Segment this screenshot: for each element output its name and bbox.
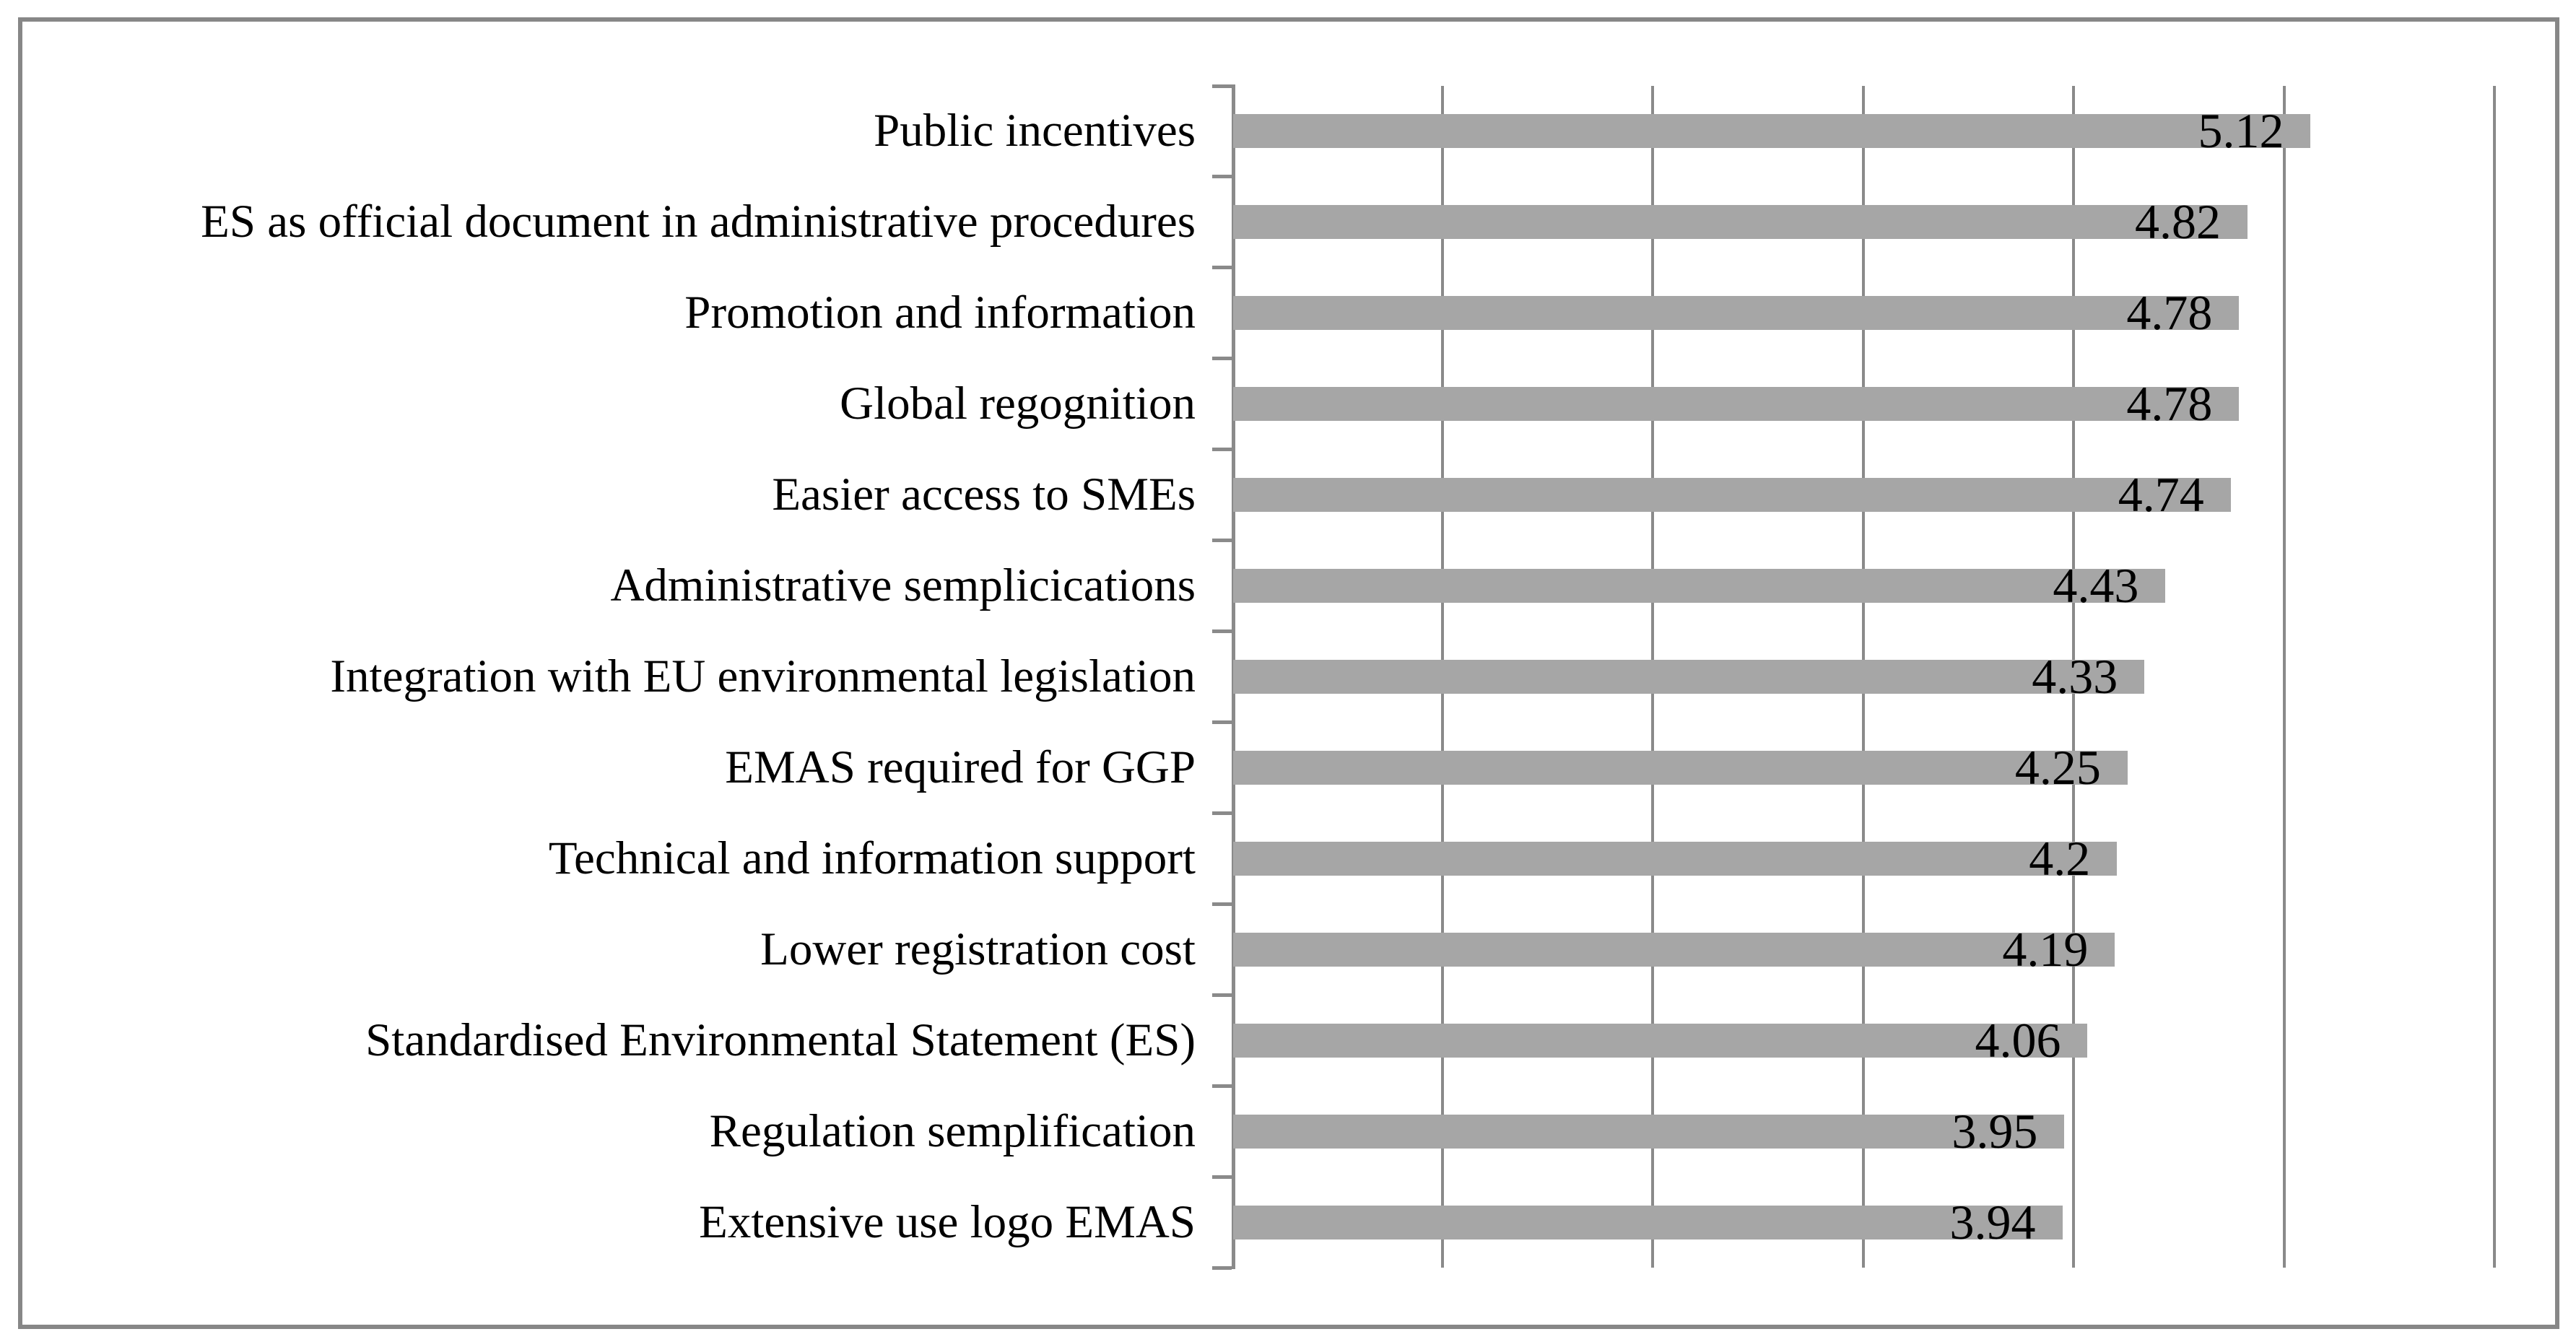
axis-tick: [1212, 539, 1232, 543]
axis-tick: [1212, 1084, 1232, 1088]
axis-tick: [1212, 993, 1232, 997]
category-label: Regulation semplification: [709, 1104, 1196, 1157]
value-label: 4.43: [2053, 558, 2139, 614]
category-label: Global regognition: [840, 378, 1196, 430]
bar: [1233, 205, 2248, 240]
bar: [1233, 296, 2240, 331]
bar: [1233, 660, 2145, 694]
category-label: ES as official document in administrativ…: [201, 196, 1196, 248]
axis-tick: [1212, 902, 1232, 906]
bar: [1233, 569, 2166, 604]
category-label: Promotion and information: [684, 287, 1196, 339]
bar: [1233, 478, 2231, 513]
category-label: Administrative semplicications: [610, 559, 1196, 612]
value-label: 5.12: [2198, 103, 2284, 159]
axis-tick: [1212, 811, 1232, 815]
category-label: Public incentives: [874, 105, 1196, 157]
value-label: 4.78: [2126, 285, 2213, 341]
plot-area: 5.12 4.82 4.78 4.78 4.74 4.43 4.33 4.25 4.2 4.19 4…: [1212, 84, 2496, 1270]
value-label: 3.94: [1949, 1194, 2036, 1250]
category-label: Easier access to SMEs: [772, 469, 1196, 521]
axis-tick: [1212, 266, 1232, 270]
value-label: 4.19: [2002, 921, 2089, 977]
bar: [1233, 750, 2128, 785]
axis-tick: [1212, 357, 1232, 361]
value-label: 3.95: [1951, 1103, 2038, 1159]
axis-tick: [1212, 720, 1232, 724]
value-label: 4.2: [2029, 830, 2091, 886]
bar: [1233, 841, 2118, 876]
bar: [1233, 1023, 2088, 1058]
category-label: Extensive use logo EMAS: [699, 1195, 1196, 1248]
category-label: Lower registration cost: [760, 923, 1196, 975]
figure-border: [18, 17, 2559, 1329]
value-label: 4.82: [2135, 194, 2222, 250]
category-label: Standardised Environmental Statement (ES…: [365, 1014, 1196, 1066]
gridline: [2493, 86, 2496, 1268]
category-label: Integration with EU environmental legisl…: [330, 650, 1196, 702]
value-label: 4.74: [2118, 467, 2204, 523]
axis-tick: [1212, 175, 1232, 179]
axis-tick: [1212, 84, 1232, 88]
axis-tick: [1212, 1265, 1232, 1270]
gridline: [2282, 86, 2286, 1268]
value-label: 4.06: [1975, 1012, 2061, 1068]
category-label: EMAS required for GGP: [725, 741, 1196, 793]
category-axis-labels: Public incentives ES as official document…: [22, 86, 1196, 1268]
value-label: 4.78: [2126, 376, 2213, 432]
bar: [1233, 1205, 2063, 1239]
bar: [1233, 114, 2311, 149]
value-label: 4.33: [2032, 648, 2118, 704]
axis-tick: [1212, 1175, 1232, 1179]
bar: [1233, 387, 2240, 422]
axis-tick: [1212, 629, 1232, 634]
category-label: Technical and information support: [548, 832, 1196, 884]
value-label: 4.25: [2014, 739, 2101, 795]
bar: [1233, 1114, 2065, 1149]
axis-tick: [1212, 448, 1232, 452]
bar: [1233, 932, 2115, 967]
